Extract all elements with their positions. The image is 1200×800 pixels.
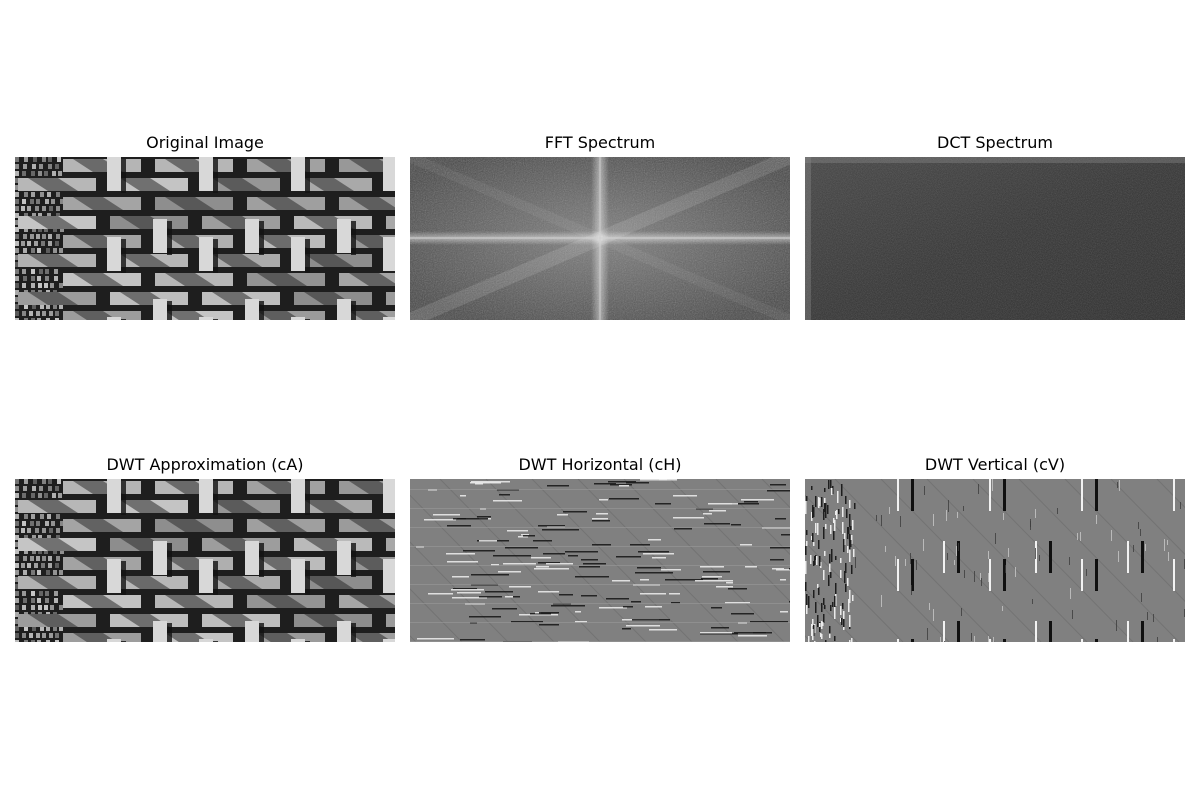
dwt-horizontal-image	[410, 479, 790, 642]
panel-title: FFT Spectrum	[544, 133, 656, 152]
dwt-vertical-image	[805, 479, 1185, 642]
panel-title: Original Image	[146, 133, 264, 152]
original-image	[15, 157, 395, 320]
dwt-approximation-image	[15, 479, 395, 642]
panel-title: DWT Horizontal (cH)	[518, 455, 682, 474]
dct-spectrum-image	[805, 157, 1185, 320]
panel-title: DCT Spectrum	[937, 133, 1053, 152]
fft-spectrum-image	[410, 157, 790, 320]
panel-title: DWT Approximation (cA)	[106, 455, 304, 474]
panel-title: DWT Vertical (cV)	[924, 455, 1066, 474]
